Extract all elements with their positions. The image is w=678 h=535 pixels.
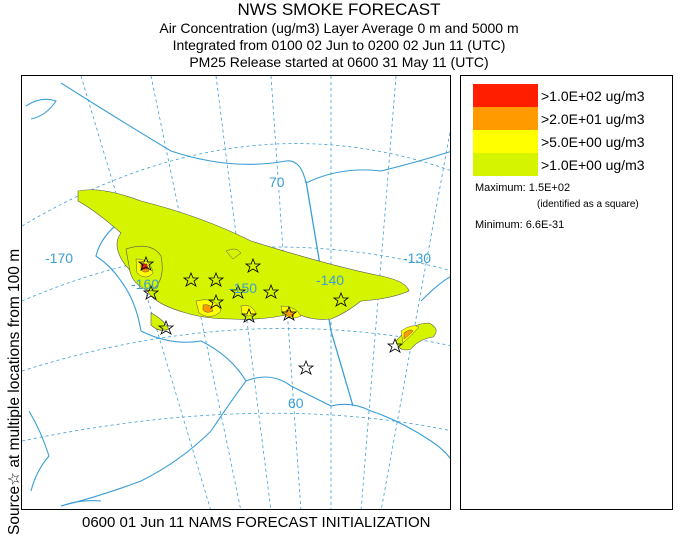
legend-swatch-2 <box>473 107 538 130</box>
maximum-note: (identified as a square) <box>537 199 639 210</box>
forecast-initialization: 0600 01 Jun 11 NAMS FORECAST INITIALIZAT… <box>82 514 431 531</box>
legend-swatch-3 <box>473 130 538 153</box>
map-canvas: 70 60 -170 -160 -150 -140 -130 <box>22 76 450 509</box>
release-start: PM25 Release started at 0600 31 May 11 (… <box>189 54 489 70</box>
minimum-value: Minimum: 6.6E-31 <box>475 219 565 231</box>
lon-label-140: -140 <box>316 272 344 288</box>
lat-label-60: 60 <box>288 395 304 411</box>
lon-label-130: -130 <box>403 250 431 266</box>
maximum-value: Maximum: 1.5E+02 <box>475 182 571 194</box>
legend-label-4: >1.0E+00 ug/m3 <box>541 157 645 173</box>
legend-swatch-1 <box>473 84 538 107</box>
lon-label-170: -170 <box>45 250 73 266</box>
legend-swatch-4 <box>473 153 538 176</box>
forecast-title: NWS SMOKE FORECAST <box>237 0 441 19</box>
lon-label-160: -160 <box>131 276 159 292</box>
coastline <box>25 82 450 507</box>
legend-label-2: >2.0E+01 ug/m3 <box>541 111 645 127</box>
lon-label-150: -150 <box>229 280 257 296</box>
legend-label-1: >1.0E+02 ug/m3 <box>541 88 645 104</box>
border-line <box>305 180 354 407</box>
legend-panel: >1.0E+02 ug/m3 >2.0E+01 ug/m3 >5.0E+00 u… <box>460 75 673 510</box>
concentration-subtitle: Air Concentration (ug/m3) Layer Average … <box>159 20 519 36</box>
smoke-map: 70 60 -170 -160 -150 -140 -130 <box>21 75 451 510</box>
integration-period: Integrated from 0100 02 Jun to 0200 02 J… <box>172 37 506 53</box>
lat-label-70: 70 <box>269 174 285 190</box>
source-stars <box>137 255 404 375</box>
legend-label-3: >5.0E+00 ug/m3 <box>541 134 645 150</box>
